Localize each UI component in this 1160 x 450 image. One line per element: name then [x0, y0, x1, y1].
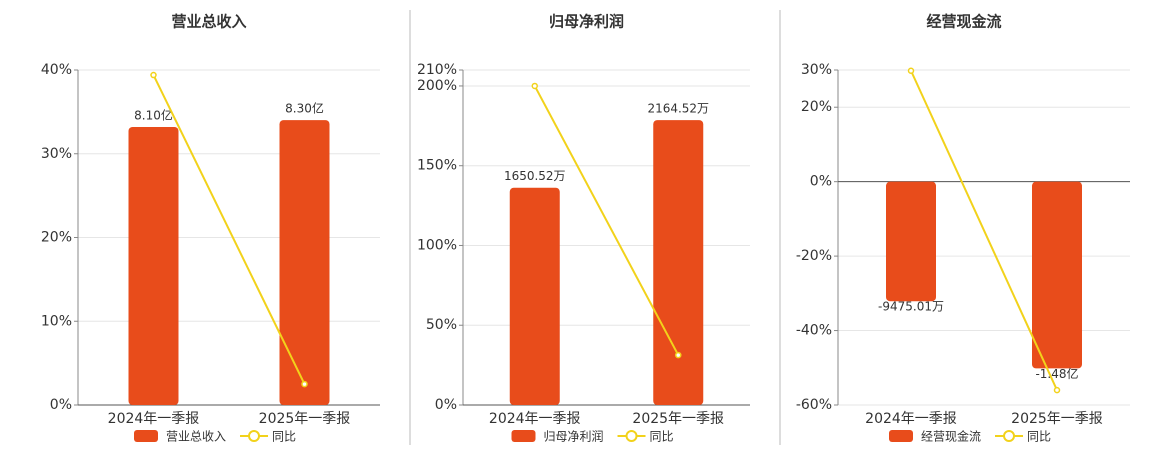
line — [533, 85, 680, 356]
x-tick-label: 2025年一季报 — [632, 411, 724, 427]
bar — [653, 120, 704, 406]
x-tick-label: 2024年一季报 — [489, 411, 581, 427]
x-tick-label: 2025年一季报 — [1011, 411, 1103, 427]
y-tick-label: -60% — [796, 397, 832, 413]
x-tick-label: 2025年一季报 — [259, 411, 351, 427]
data-label: 2164.52万 — [647, 102, 709, 116]
line-point — [1053, 386, 1061, 394]
y-tick-label: 30% — [41, 146, 72, 162]
y-tick-label: 30% — [801, 62, 832, 78]
legend-swatch — [1003, 430, 1016, 442]
legend-label: 同比 — [272, 430, 296, 444]
y-tick-label: -40% — [796, 323, 832, 339]
legend-label: 同比 — [1027, 430, 1051, 444]
bar — [279, 120, 330, 405]
line-point — [531, 82, 538, 90]
legend-swatch — [625, 430, 638, 442]
data-label: 8.10亿 — [134, 107, 173, 122]
chart-title: 经营现金流 — [926, 13, 1001, 31]
bar — [1032, 181, 1082, 369]
y-tick-label: 200% — [417, 78, 457, 94]
legend-swatch — [511, 430, 536, 442]
y-tick-label: 150% — [417, 158, 457, 174]
chart-title: 营业总收入 — [171, 13, 246, 31]
data-label: -1.48亿 — [1035, 366, 1078, 381]
legend-label: 经营现金流 — [921, 429, 981, 444]
y-tick-label: -20% — [796, 248, 832, 264]
line-point — [907, 67, 915, 74]
y-tick-label: 210% — [417, 62, 457, 78]
y-tick-label: 100% — [417, 237, 457, 253]
bar — [509, 187, 560, 405]
x-tick-label: 2024年一季报 — [108, 411, 200, 427]
line-point — [150, 71, 157, 79]
line-point — [301, 380, 308, 388]
legend-label: 归母净利润 — [544, 430, 604, 444]
legend-swatch — [889, 430, 913, 442]
legend-swatch — [134, 430, 158, 442]
chart-title: 归母净利润 — [549, 13, 624, 31]
bar — [128, 126, 179, 405]
data-label: 8.30亿 — [285, 101, 324, 116]
y-tick-label: 50% — [426, 317, 457, 333]
y-tick-label: 40% — [41, 62, 72, 78]
y-tick-label: 0% — [435, 397, 457, 413]
y-tick-label: 0% — [50, 397, 72, 413]
line-point — [675, 351, 682, 359]
x-tick-label: 2024年一季报 — [865, 411, 957, 427]
line — [152, 74, 306, 385]
y-tick-label: 20% — [801, 99, 832, 115]
data-label: 1650.52万 — [504, 169, 566, 183]
y-tick-label: 10% — [41, 313, 72, 329]
legend-label: 营业总收入 — [166, 430, 226, 444]
y-tick-label: 20% — [41, 230, 72, 246]
y-tick-label: 0% — [810, 174, 832, 190]
data-label: -9475.01万 — [878, 300, 944, 314]
legend-swatch — [248, 430, 261, 442]
line — [910, 70, 1058, 391]
bar — [886, 181, 936, 302]
legend-label: 同比 — [650, 430, 674, 444]
